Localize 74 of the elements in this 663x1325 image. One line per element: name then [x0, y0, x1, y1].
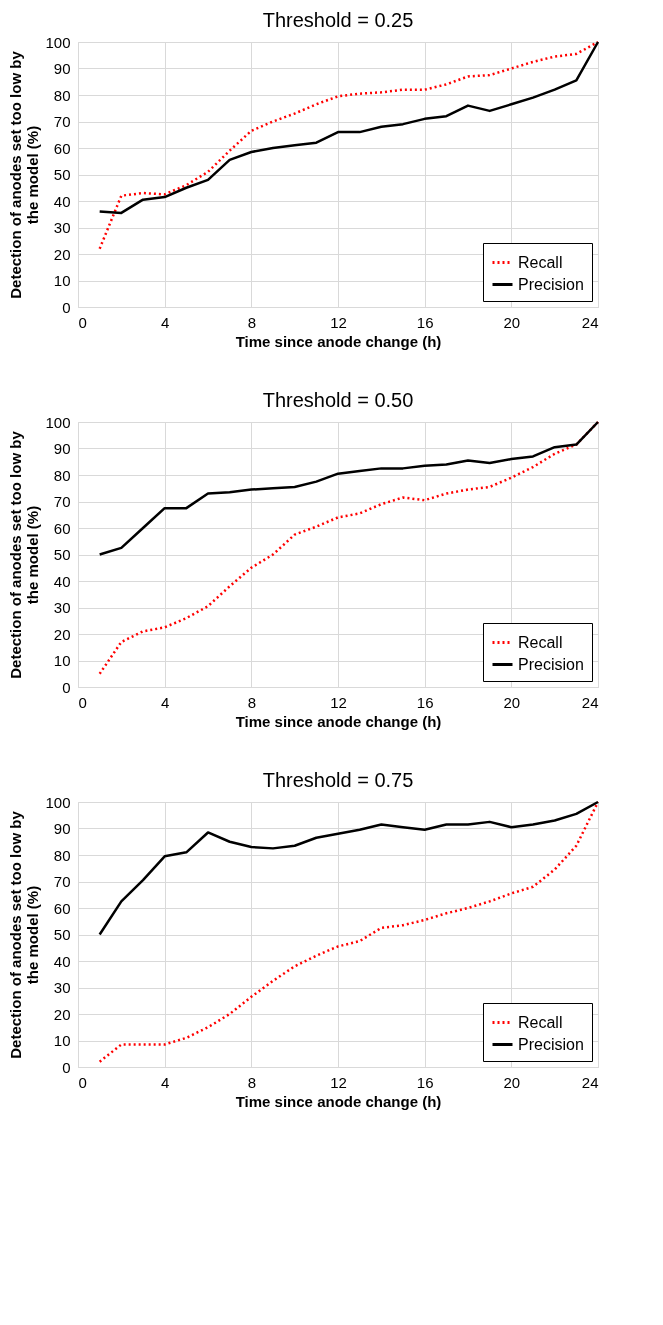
y-tick-label: 80	[53, 846, 71, 864]
y-axis-title: Detection of anodes set too low by the model (%)	[7, 430, 42, 679]
x-tick-label: 8	[247, 1073, 257, 1091]
y-tick-label: 50	[53, 546, 71, 563]
legend-label: Precision	[518, 655, 584, 673]
y-tick-label: 20	[53, 1005, 71, 1023]
y-tick-label: 60	[53, 519, 71, 537]
x-tick-label: 24	[581, 1073, 599, 1091]
y-tick-label: 50	[53, 166, 71, 183]
x-axis-title: Time since anode change (h)	[235, 712, 442, 730]
x-tick-label: 4	[160, 313, 170, 331]
y-tick-label: 40	[53, 952, 71, 970]
y-tick-label: 10	[53, 1032, 71, 1049]
y-tick-label: 10	[53, 652, 71, 669]
x-tick-label: 8	[247, 693, 257, 711]
x-tick-label: 16	[416, 1073, 434, 1091]
x-tick-label: 0	[78, 313, 87, 331]
y-tick-label: 100	[45, 33, 71, 51]
legend-label: Recall	[518, 1013, 563, 1031]
x-axis-title: Time since anode change (h)	[235, 1092, 442, 1110]
x-axis-title: Time since anode change (h)	[235, 332, 442, 350]
legend-label: Precision	[518, 275, 584, 293]
y-tick-label: 30	[53, 599, 71, 616]
y-tick-label: 60	[53, 139, 71, 157]
x-tick-label: 20	[503, 693, 521, 711]
y-tick-label: 50	[53, 926, 71, 943]
x-tick-label: 16	[416, 693, 434, 711]
y-tick-label: 90	[53, 60, 71, 77]
x-tick-label: 12	[330, 1073, 347, 1091]
y-tick-label: 100	[45, 793, 71, 811]
y-tick-label: 40	[53, 192, 71, 210]
y-tick-label: 80	[53, 86, 71, 104]
y-tick-label: 70	[53, 113, 71, 130]
line-series	[98, 800, 600, 1063]
y-tick-label: 70	[53, 873, 71, 890]
y-tick-label: 30	[53, 219, 71, 236]
chart-title: Threshold = 0.50	[262, 389, 414, 411]
y-tick-label: 90	[53, 820, 71, 837]
x-tick-label: 24	[581, 313, 599, 331]
y-tick-label: 70	[53, 493, 71, 510]
legend-label: Recall	[518, 633, 563, 651]
y-tick-label: 40	[53, 572, 71, 590]
x-tick-label: 20	[503, 313, 521, 331]
x-tick-label: 20	[503, 1073, 521, 1091]
y-tick-label: 100	[45, 413, 71, 431]
y-tick-label: 10	[53, 272, 71, 289]
y-axis-title: Detection of anodes set too low by the model (%)	[7, 50, 42, 299]
x-tick-label: 16	[416, 313, 434, 331]
x-tick-label: 4	[160, 1073, 170, 1091]
line-series	[98, 420, 600, 556]
y-tick-label: 90	[53, 440, 71, 457]
line-series	[98, 800, 600, 936]
x-tick-label: 12	[330, 313, 347, 331]
y-tick-label: 60	[53, 899, 71, 917]
x-tick-label: 0	[78, 1073, 87, 1091]
line-series	[98, 40, 600, 215]
y-tick-label: 20	[53, 245, 71, 263]
chart-title: Threshold = 0.25	[262, 9, 414, 31]
chart-title: Threshold = 0.75	[262, 769, 414, 791]
y-tick-label: 0	[62, 1058, 71, 1076]
y-tick-label: 20	[53, 625, 71, 643]
x-tick-label: 8	[247, 313, 257, 331]
y-tick-label: 80	[53, 466, 71, 484]
x-tick-label: 24	[581, 693, 599, 711]
y-tick-label: 0	[62, 298, 71, 316]
legend-label: Recall	[518, 253, 563, 271]
y-tick-label: 0	[62, 678, 71, 696]
legend-label: Precision	[518, 1035, 584, 1053]
x-tick-label: 0	[78, 693, 87, 711]
line-series	[98, 40, 600, 250]
y-tick-label: 30	[53, 979, 71, 996]
x-tick-label: 12	[330, 693, 347, 711]
y-axis-title: Detection of anodes set too low by the model (%)	[7, 810, 42, 1059]
x-tick-label: 4	[160, 693, 170, 711]
